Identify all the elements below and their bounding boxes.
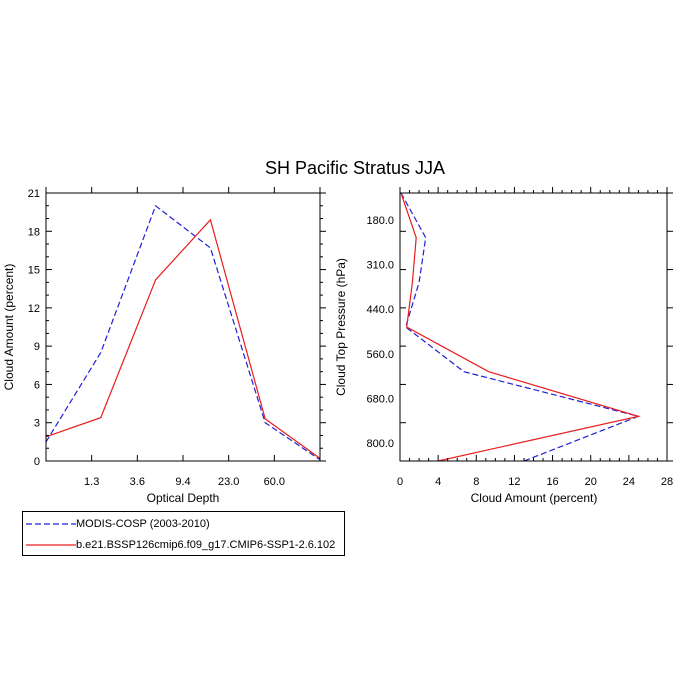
left-y-tick-label: 0 <box>34 456 40 468</box>
left-x-axis-label: Optical Depth <box>147 491 220 505</box>
left-y-tick-label: 6 <box>34 379 40 391</box>
left-y-axis-label: Cloud Amount (percent) <box>2 264 16 391</box>
right-x-axis-label: Cloud Amount (percent) <box>471 491 598 505</box>
legend-swatch-model-icon <box>26 544 76 546</box>
right-y-axis-label: Cloud Top Pressure (hPa) <box>334 258 348 396</box>
right-x-tick-label: 0 <box>397 476 403 488</box>
left-y-tick-label: 12 <box>28 303 40 315</box>
left-y-tick-label: 18 <box>28 226 40 238</box>
left-series-line-1 <box>45 218 321 459</box>
left-x-tick-label: 1.3 <box>84 476 99 488</box>
right-x-tick-label: 28 <box>661 476 673 488</box>
left-y-tick-label: 9 <box>34 341 40 353</box>
right-x-tick-label: 12 <box>508 476 520 488</box>
left-series-line-0 <box>45 204 321 461</box>
left-y-tick-label: 21 <box>28 188 40 200</box>
right-x-tick-label: 20 <box>585 476 597 488</box>
right-x-tick-label: 8 <box>473 476 479 488</box>
right-series-line-0 <box>400 192 641 462</box>
legend-item-model: b.e21.BSSP126cmip6.f09_g17.CMIP6-SSP1-2.… <box>23 535 343 555</box>
left-plot-frame <box>45 192 321 462</box>
right-x-tick-label: 16 <box>546 476 558 488</box>
figure-title: SH Pacific Stratus JJA <box>265 158 445 178</box>
left-panel: 0 3 6 9 12 15 18 21 1.3 3.6 9.4 23.0 60.0 Optical De… <box>2 187 326 505</box>
legend-item-obs: MODIS-COSP (2003-2010) <box>23 514 343 534</box>
left-y-tick-label: 15 <box>28 265 40 277</box>
right-y-tick-label: 440.0 <box>366 304 394 316</box>
left-x-tick-label: 60.0 <box>264 476 285 488</box>
left-x-tick-label: 3.6 <box>130 476 145 488</box>
legend-label-obs: MODIS-COSP (2003-2010) <box>76 518 210 530</box>
legend: MODIS-COSP (2003-2010) b.e21.BSSP126cmip… <box>22 511 345 556</box>
left-x-tick-label: 9.4 <box>175 476 190 488</box>
right-x-tick-label: 24 <box>623 476 635 488</box>
legend-label-model: b.e21.BSSP126cmip6.f09_g17.CMIP6-SSP1-2.… <box>76 539 336 551</box>
right-y-tick-label: 800.0 <box>366 438 394 450</box>
left-y-tick-label: 3 <box>34 418 40 430</box>
legend-swatch-obs-icon <box>26 523 76 525</box>
right-panel: 0 4 8 12 16 20 24 28 180.0 310.0 440.0 560.0 680.0 80… <box>334 187 673 505</box>
right-y-tick-label: 560.0 <box>366 349 394 361</box>
right-y-tick-label: 180.0 <box>366 215 394 227</box>
right-series-line-1 <box>400 192 641 462</box>
right-x-tick-label: 4 <box>435 476 441 488</box>
right-y-tick-label: 680.0 <box>366 393 394 405</box>
left-x-tick-label: 23.0 <box>218 476 239 488</box>
right-y-tick-label: 310.0 <box>366 259 394 271</box>
